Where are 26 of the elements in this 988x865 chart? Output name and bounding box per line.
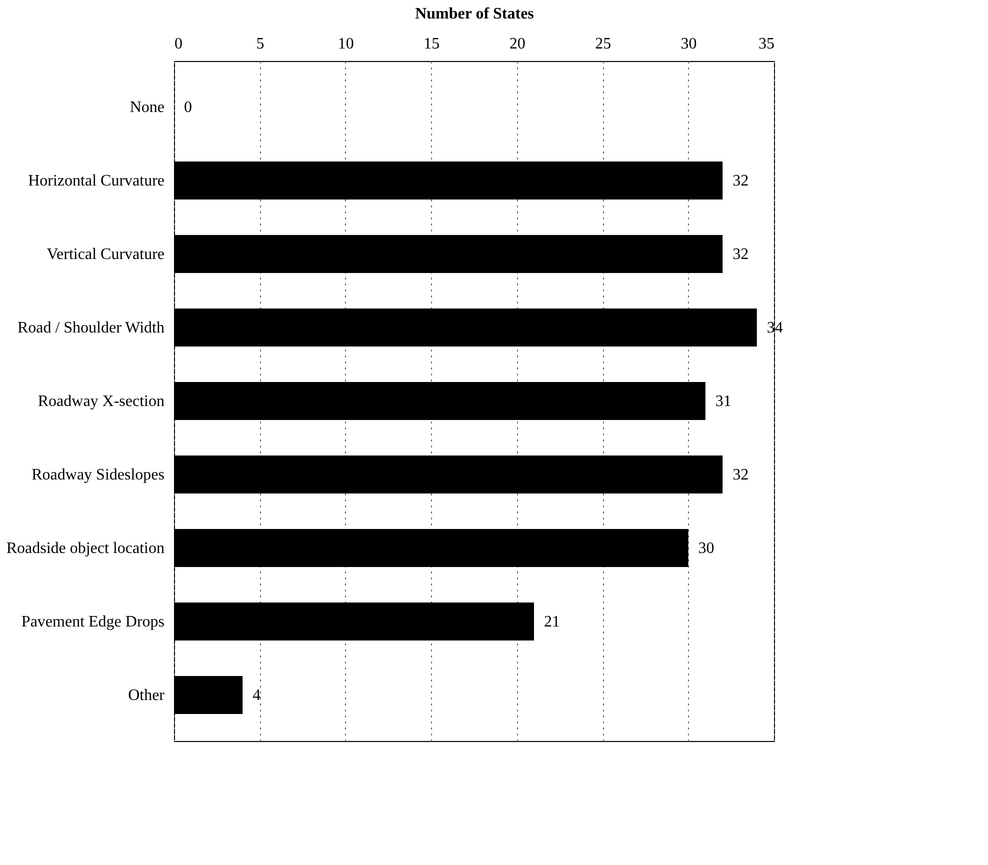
data-label: 31 <box>715 393 732 410</box>
data-label: 32 <box>732 466 749 484</box>
y-tick-label: Pavement Edge Drops <box>21 614 164 631</box>
y-tick-label: None <box>130 98 164 116</box>
x-tick-label: 5 <box>256 36 264 52</box>
y-tick-label: Roadway X-section <box>38 393 164 410</box>
y-tick-label: Roadway Sideslopes <box>32 466 164 484</box>
x-axis-title: Number of States <box>415 6 534 22</box>
y-tick-label: Road / Shoulder Width <box>17 319 164 336</box>
y-tick-label: Roadside object location <box>6 540 164 558</box>
data-label: 32 <box>732 172 749 190</box>
x-tick-label: 30 <box>680 36 697 52</box>
y-tick-label: Horizontal Curvature <box>28 172 164 190</box>
x-tick-label: 20 <box>509 36 526 52</box>
data-label: 4 <box>252 687 261 704</box>
data-label: 30 <box>698 540 714 558</box>
data-label: 0 <box>184 98 192 116</box>
data-label: 21 <box>544 614 560 631</box>
y-tick-label: Other <box>128 687 166 704</box>
x-tick-label: 25 <box>595 36 612 52</box>
x-tick-label: 10 <box>338 36 354 52</box>
x-tick-label: 15 <box>424 36 440 52</box>
data-label: 32 <box>732 246 749 263</box>
y-tick-label: Vertical Curvature <box>46 246 164 263</box>
x-tick-label: 35 <box>758 36 774 52</box>
x-tick-label: 0 <box>174 36 182 52</box>
